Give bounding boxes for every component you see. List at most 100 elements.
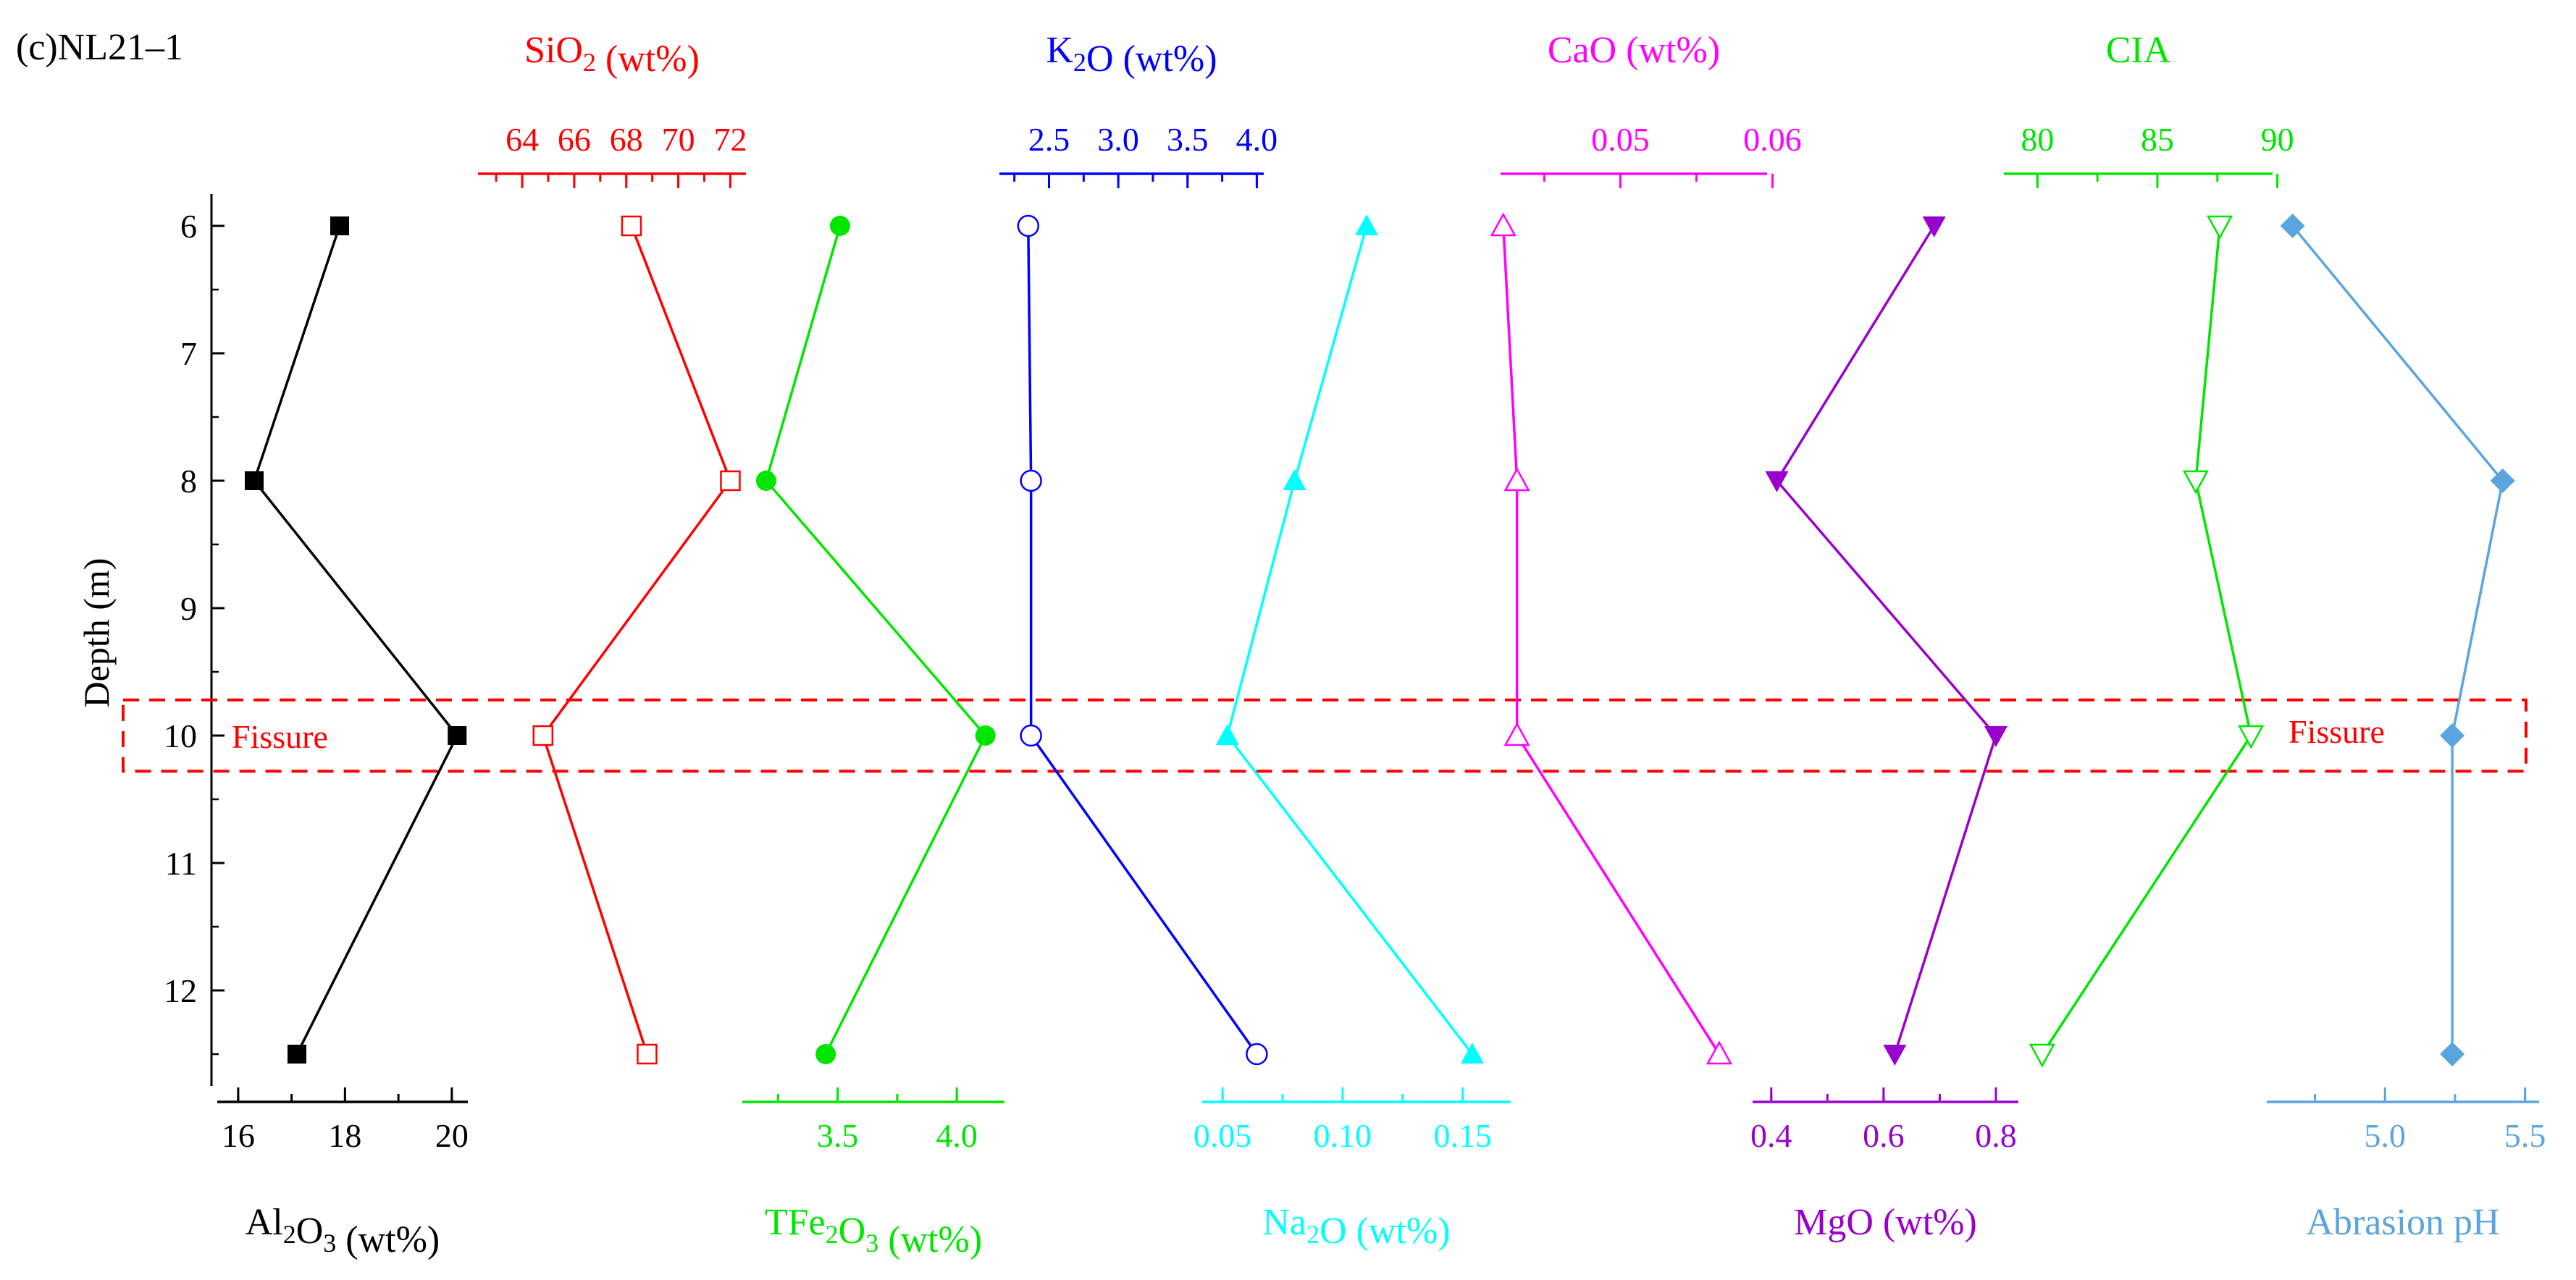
subscript: 3 [323,1229,336,1258]
title-part: (wt%) [1114,38,1217,80]
series-0 [245,216,467,1064]
series-7 [2029,215,2265,1068]
title-part: O [296,1210,324,1252]
axis-title: CaO (wt%) [1548,30,1720,71]
depth-tick-label: 10 [164,717,197,754]
series-8 [2280,214,2515,1066]
series-line [1027,225,1258,1056]
axis-tick-label: 0.15 [1433,1117,1492,1154]
data-point-triangle-up [1283,469,1306,490]
depth-tick-label: 6 [180,208,197,245]
axis-2: 3.5 4.0 TFe2O3 (wt%) [742,1087,1004,1260]
axis-5: 0.05 0.06 CaO (wt%) [1501,30,1802,188]
subscript: 3 [865,1229,878,1258]
title-part: MgO [1794,1202,1874,1243]
data-point-triangle-down [1984,726,2007,747]
subscript: 2 [1306,1220,1320,1249]
title-part: CaO [1548,30,1616,71]
axis-4: 0.05 0.10 0.15 Na2O (wt%) [1193,1087,1511,1252]
title-part: Na [1262,1202,1306,1243]
data-point-square [621,215,642,237]
depth-tick-label: 8 [180,463,197,500]
data-point-square [448,726,467,745]
data-point-diamond [2440,1042,2465,1066]
data-point-diamond [2280,214,2305,238]
data-point-triangle-down [1765,471,1789,492]
data-point-triangle-up [1215,724,1239,745]
data-point-square [637,1043,658,1065]
axis-tick-label: 2.5 [1028,121,1070,158]
subscript: 2 [1073,48,1086,77]
title-part: (wt%) [336,1219,440,1260]
data-point-triangle-down [2029,1043,2056,1068]
axis-title: Al2O3 (wt%) [246,1202,440,1260]
fissure-label-right: Fissure [2288,713,2385,750]
axis-title: MgO (wt%) [1794,1202,1977,1243]
title-part: K [1046,30,1073,71]
depth-tick-label: 11 [165,845,197,882]
series-5 [1490,212,1733,1065]
series-line [1225,225,1474,1056]
axis-tick-label: 64 [505,121,539,158]
depth-axis-label: Depth (m) [76,558,117,708]
subscript: 2 [583,48,596,77]
axis-tick-label: 5.5 [2504,1117,2546,1154]
series-line [1775,225,1997,1055]
data-point-triangle-down [2238,725,2265,749]
title-part: (wt%) [1874,1202,1977,1243]
series-line [2291,224,2504,1054]
data-point-circle [1246,1043,1268,1066]
data-point-triangle-up [1503,467,1530,492]
axis-tick-label: 5.0 [2365,1117,2407,1154]
axis-tick-label: 72 [713,121,747,158]
subscript: 2 [826,1220,839,1249]
axis-tick-label: 0.06 [1743,121,1802,158]
data-point-circle [975,725,996,746]
series-3 [1017,214,1268,1066]
series-1 [532,215,741,1065]
axis-title: CIA [2106,30,2171,71]
axis-7: 80 85 90 CIA [2004,30,2294,188]
title-part: TFe [765,1202,826,1243]
fissure-band: Fissure Fissure [122,698,2527,773]
title-part: O [1320,1210,1347,1252]
title-part: Abrasion pH [2306,1202,2499,1243]
data-point-diamond [2440,723,2465,748]
data-point-triangle-down [1922,216,1946,237]
title-part: O [1086,38,1114,80]
series-2 [755,216,996,1064]
data-point-triangle-down [2206,215,2233,240]
axis-tick-label: 0.05 [1591,121,1650,158]
data-point-triangle-up [1503,722,1530,746]
axis-tick-label: 16 [222,1117,255,1154]
axis-tick-label: 0.8 [1975,1117,2017,1154]
axis-title: Abrasion pH [2306,1202,2499,1243]
series-6 [1765,216,2007,1066]
axis-tick-label: 70 [662,121,695,158]
data-point-triangle-up [1355,214,1379,235]
series-line [2041,225,2253,1055]
axis-title: TFe2O3 (wt%) [765,1202,982,1260]
axis-0: 16 18 20 Al2O3 (wt%) [217,1087,469,1260]
title-part: (wt%) [1616,30,1720,71]
axis-tick-label: 0.4 [1750,1117,1792,1154]
fissure-label-left: Fissure [232,718,328,755]
axis-tick-label: 90 [2261,121,2294,158]
data-point-circle [815,1044,836,1064]
axis-tick-label: 4.0 [1236,121,1278,158]
axis-tick-label: 85 [2141,121,2174,158]
data-point-triangle-down [1883,1045,1907,1066]
axis-title: Na2O (wt%) [1262,1202,1450,1252]
axis-tick-label: 18 [328,1117,361,1154]
axis-tick-label: 0.05 [1193,1117,1252,1154]
data-point-circle [1020,724,1042,747]
axis-title: K2O (wt%) [1046,30,1217,80]
title-part: CIA [2106,30,2171,71]
axis-1: 64 66 68 70 72 SiO2 (wt%) [478,30,747,188]
axis-tick-label: 66 [558,121,591,158]
data-point-square [288,1045,306,1064]
data-point-circle [755,471,776,491]
title-part: Al [246,1202,283,1243]
